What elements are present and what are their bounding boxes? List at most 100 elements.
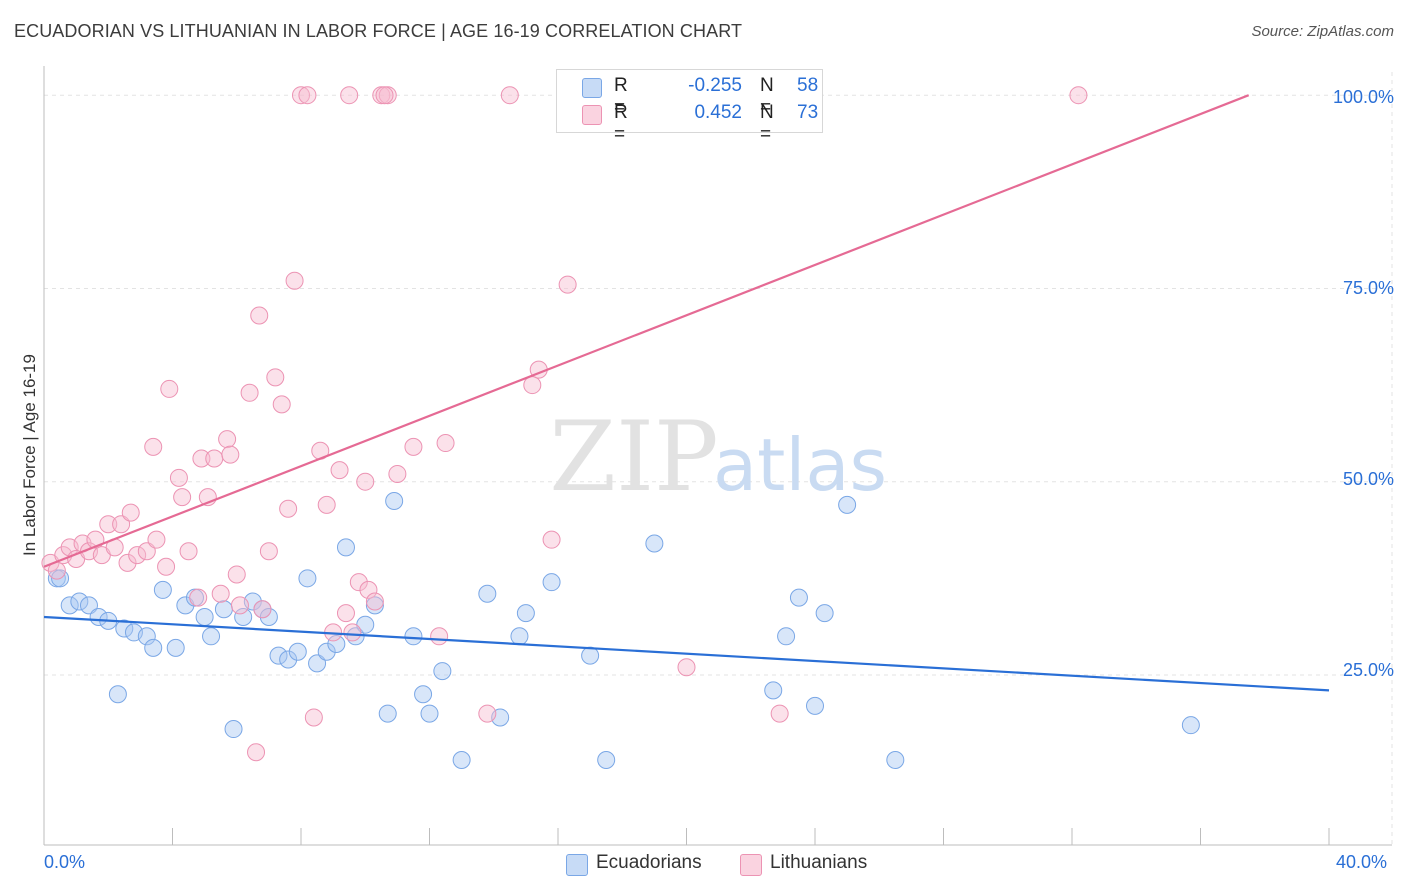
legend-swatch-pink [582,105,602,125]
data-point-lithuanians [128,546,147,565]
data-point-ecuadorians [420,704,439,723]
legend-swatch-blue [582,78,602,98]
data-point-ecuadorians [144,638,163,657]
n-value: 58 [797,75,819,96]
data-point-lithuanians [211,584,230,603]
data-point-ecuadorians [404,627,423,646]
data-point-lithuanians [221,445,240,464]
data-point-ecuadorians [414,685,433,704]
data-point-ecuadorians [279,650,298,669]
n-label: N = [760,75,774,118]
r-label: R = [614,102,628,145]
data-point-lithuanians [179,542,198,561]
data-point-lithuanians [542,530,561,549]
data-point-lithuanians [147,530,166,549]
data-point-ecuadorians [288,642,307,661]
data-point-lithuanians [677,658,696,677]
trend-lines [43,94,1330,692]
y-tick-label-25: 25.0% [1342,660,1394,680]
data-point-ecuadorians [1181,716,1200,735]
data-point-ecuadorians [195,607,214,626]
data-point-ecuadorians [108,685,127,704]
data-point-lithuanians [770,704,789,723]
data-point-lithuanians [240,383,259,402]
data-point-lithuanians [404,437,423,456]
data-point-lithuanians [205,449,224,468]
data-point-lithuanians [336,604,355,623]
data-point-lithuanians [227,565,246,584]
data-point-lithuanians [359,580,378,599]
data-point-ecuadorians [298,569,317,588]
data-point-lithuanians [500,86,519,105]
data-point-lithuanians [230,596,249,615]
data-points [41,86,1200,769]
legend-swatch-blue [566,854,588,876]
chart-title: ECUADORIAN VS LITHUANIAN IN LABOR FORCE … [14,21,743,41]
data-point-lithuanians [121,503,140,522]
data-point-lithuanians [192,449,211,468]
data-point-ecuadorians [385,492,404,511]
data-point-ecuadorians [838,495,857,514]
watermark: ZIP atlas [549,401,887,513]
data-point-ecuadorians [452,750,471,769]
data-point-lithuanians [478,704,497,723]
data-point-lithuanians [259,542,278,561]
data-point-lithuanians [285,271,304,290]
data-point-lithuanians [388,464,407,483]
data-point-ecuadorians [202,627,221,646]
correlation-legend: R = -0.255 N = 58 R = 0.452 N = 73 [556,69,823,145]
data-point-lithuanians [330,461,349,480]
data-point-ecuadorians [777,627,796,646]
data-point-lithuanians [558,275,577,294]
data-point-ecuadorians [79,596,98,615]
watermark-atlas: atlas [713,423,887,507]
data-point-lithuanians [298,86,317,105]
data-point-ecuadorians [581,646,600,665]
data-point-ecuadorians [308,654,327,673]
data-point-ecuadorians [234,607,253,626]
data-point-lithuanians [189,588,208,607]
legend-swatch-pink [740,854,762,876]
data-point-lithuanians [349,573,368,592]
axes [43,66,1392,846]
data-point-ecuadorians [137,627,156,646]
n-value: 73 [797,102,819,123]
trend-line-ecuadorians [43,615,1330,692]
legend-label: Lithuanians [770,852,868,873]
data-point-lithuanians [304,708,323,727]
data-point-lithuanians [279,499,298,518]
data-point-lithuanians [343,623,362,642]
x-tick-label-max: 40.0% [1336,852,1388,872]
data-point-ecuadorians [115,619,134,638]
r-value: 0.452 [694,102,742,123]
data-point-ecuadorians [789,588,808,607]
r-label: R = [614,75,628,118]
data-point-ecuadorians [60,596,79,615]
data-point-lithuanians [218,430,237,449]
data-point-lithuanians [272,395,291,414]
data-point-ecuadorians [317,642,336,661]
data-point-lithuanians [356,472,375,491]
data-point-lithuanians [99,515,118,534]
data-point-lithuanians [375,86,394,105]
data-point-lithuanians [137,542,156,561]
data-point-ecuadorians [478,584,497,603]
data-point-lithuanians [292,86,310,105]
data-point-lithuanians [157,557,176,576]
data-point-ecuadorians [645,534,664,553]
source-credit: Source: ZipAtlas.com [1251,23,1394,40]
data-point-lithuanians [144,437,163,456]
data-point-lithuanians [436,434,455,453]
data-point-ecuadorians [815,604,834,623]
data-point-lithuanians [523,376,542,395]
data-point-ecuadorians [153,580,172,599]
r-value: -0.255 [688,75,742,96]
watermark-zip: ZIP [549,401,718,513]
data-point-lithuanians [317,495,336,514]
y-tick-label-50: 50.0% [1342,469,1394,489]
data-point-lithuanians [250,306,269,325]
data-point-ecuadorians [327,635,346,654]
data-point-ecuadorians [365,596,384,615]
data-point-ecuadorians [269,646,288,665]
